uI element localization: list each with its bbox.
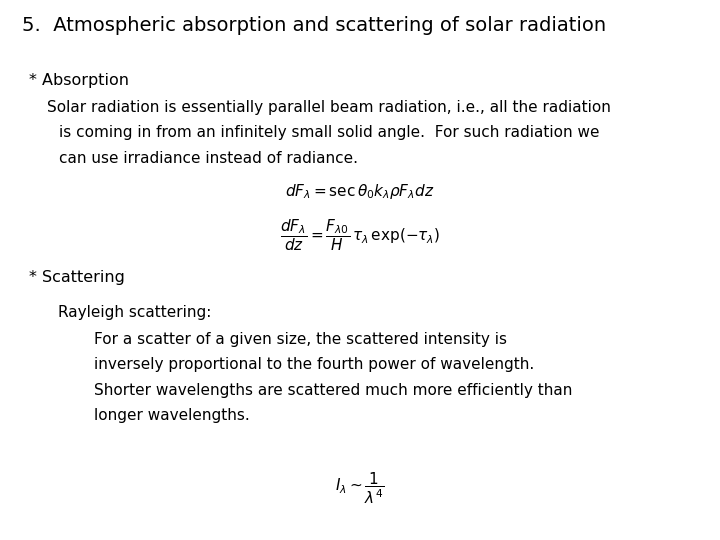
Text: Rayleigh scattering:: Rayleigh scattering: xyxy=(58,305,211,320)
Text: Shorter wavelengths are scattered much more efficiently than: Shorter wavelengths are scattered much m… xyxy=(94,383,572,398)
Text: * Absorption: * Absorption xyxy=(29,73,129,88)
Text: * Scattering: * Scattering xyxy=(29,270,125,285)
Text: inversely proportional to the fourth power of wavelength.: inversely proportional to the fourth pow… xyxy=(94,357,534,373)
Text: is coming in from an infinitely small solid angle.  For such radiation we: is coming in from an infinitely small so… xyxy=(59,125,600,140)
Text: $\dfrac{dF_{\lambda}}{dz} = \dfrac{F_{\lambda 0}}{H}\,\tau_{\lambda}\,\exp(-\tau: $\dfrac{dF_{\lambda}}{dz} = \dfrac{F_{\l… xyxy=(280,217,440,253)
Text: $dF_{\lambda} = \sec\theta_0 k_{\lambda}\rho F_{\lambda}dz$: $dF_{\lambda} = \sec\theta_0 k_{\lambda}… xyxy=(285,182,435,201)
Text: $I_{\lambda} \sim \dfrac{1}{\lambda^4}$: $I_{\lambda} \sim \dfrac{1}{\lambda^4}$ xyxy=(336,471,384,507)
Text: longer wavelengths.: longer wavelengths. xyxy=(94,408,249,423)
Text: Solar radiation is essentially parallel beam radiation, i.e., all the radiation: Solar radiation is essentially parallel … xyxy=(47,100,611,115)
Text: can use irradiance instead of radiance.: can use irradiance instead of radiance. xyxy=(59,151,358,166)
Text: 5.  Atmospheric absorption and scattering of solar radiation: 5. Atmospheric absorption and scattering… xyxy=(22,16,606,35)
Text: For a scatter of a given size, the scattered intensity is: For a scatter of a given size, the scatt… xyxy=(94,332,507,347)
